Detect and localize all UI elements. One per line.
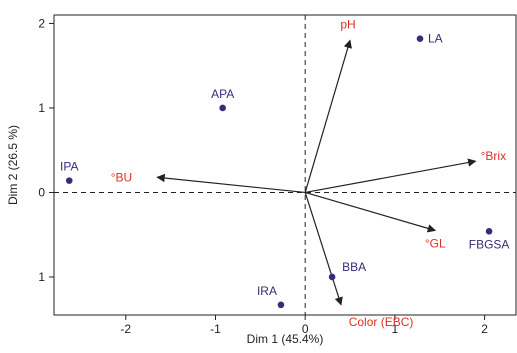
- point-label: BBA: [342, 260, 366, 274]
- x-axis-title: Dim 1 (45.4%): [247, 332, 324, 346]
- x-tick-label: 0: [302, 322, 309, 336]
- point-label: IRA: [257, 284, 277, 298]
- individual-points: LA APA IPA FBGSA BBA IRA: [60, 32, 510, 309]
- variable-vectors: pH °Brix °BU °GL Color (EBC): [111, 17, 506, 329]
- y-tick-label: 0: [38, 185, 45, 199]
- x-tick-label: 1: [392, 322, 399, 336]
- vector-label: °Brix: [481, 149, 506, 163]
- point-label: IPA: [60, 160, 78, 174]
- data-point: [277, 301, 285, 309]
- point-label: FBGSA: [469, 237, 510, 251]
- vector-label: °GL: [425, 236, 446, 250]
- vector-arrow: [304, 39, 352, 193]
- y-axis-ticks: 1 0 1 2: [38, 16, 54, 284]
- data-point: [416, 35, 424, 42]
- data-point: [485, 228, 493, 235]
- vector-arrow: [156, 173, 306, 194]
- y-tick-label: 1: [38, 101, 45, 115]
- data-point: [219, 104, 226, 112]
- vector-label: pH: [340, 17, 355, 31]
- x-tick-label: -2: [120, 322, 131, 336]
- vector-label: Color (EBC): [349, 315, 414, 329]
- vector-arrow: [305, 158, 477, 194]
- data-point: [65, 177, 73, 184]
- x-axis-ticks: -2 -1 0 1 2: [120, 315, 488, 336]
- y-tick-label: 1: [38, 270, 45, 284]
- vector-label: °BU: [111, 170, 132, 184]
- reference-lines: [54, 15, 516, 315]
- vector-arrow: [305, 191, 437, 233]
- data-point: [328, 273, 336, 281]
- x-tick-label: 2: [481, 322, 488, 336]
- y-tick-label: 2: [38, 16, 45, 30]
- x-tick-label: -1: [210, 322, 221, 336]
- vector-arrow: [304, 192, 343, 306]
- point-label: LA: [428, 32, 443, 46]
- y-axis-title: Dim 2 (26.5 %): [6, 125, 20, 205]
- plot-frame: [53, 14, 517, 316]
- point-label: APA: [211, 87, 234, 101]
